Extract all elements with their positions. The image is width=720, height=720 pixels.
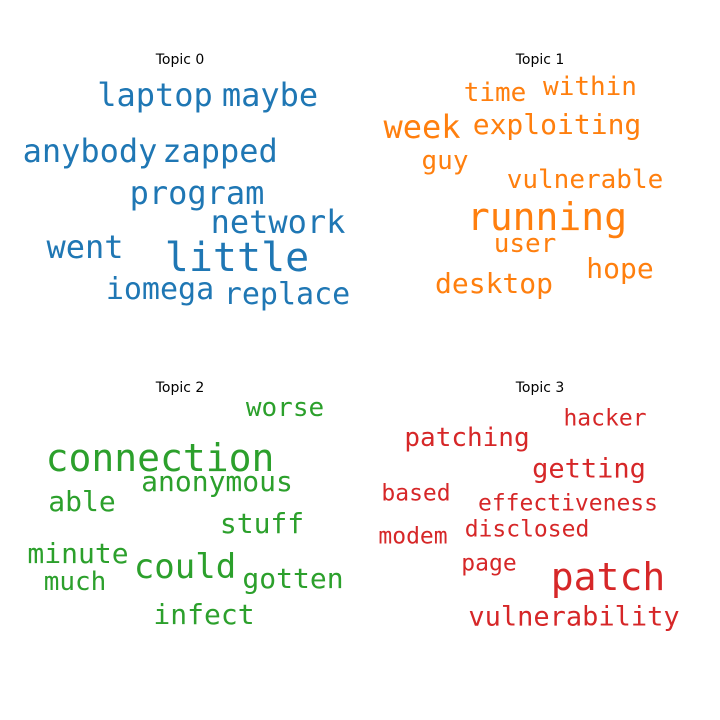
word-user: user xyxy=(493,229,557,259)
word-desktop: desktop xyxy=(434,267,554,300)
word-exploiting: exploiting xyxy=(472,108,642,141)
word-went: went xyxy=(46,228,124,266)
word-patching: patching xyxy=(404,423,530,453)
wordcloud-panel-2: Topic 2 worse connection anonymous able stuff… xyxy=(0,328,360,658)
word-anybody: anybody xyxy=(22,132,158,170)
panel-title: Topic 0 xyxy=(155,52,205,68)
word-network: network xyxy=(210,203,346,241)
word-disclosed: disclosed xyxy=(464,516,590,543)
word-week: week xyxy=(383,108,461,146)
word-infect: infect xyxy=(153,598,255,631)
word-running: running xyxy=(466,195,628,239)
word-much: much xyxy=(43,567,107,597)
word-getting: getting xyxy=(532,453,646,485)
word-program: program xyxy=(129,174,265,212)
word-modem: modem xyxy=(378,523,448,550)
word-laptop: laptop xyxy=(97,76,213,114)
wordcloud-panel-3: Topic 3 hacker patching getting based effecti… xyxy=(360,328,720,658)
word-hope: hope xyxy=(586,252,654,285)
word-guy: guy xyxy=(421,146,469,176)
panel-title: Topic 1 xyxy=(515,52,565,68)
word-stuff: stuff xyxy=(219,507,305,540)
word-vulnerability: vulnerability xyxy=(468,601,680,633)
word-anonymous: anonymous xyxy=(141,465,293,498)
word-connection: connection xyxy=(45,436,275,480)
panel-title: Topic 2 xyxy=(155,380,205,396)
word-vulnerable: vulnerable xyxy=(506,165,664,195)
word-able: able xyxy=(48,485,116,518)
word-worse: worse xyxy=(245,393,325,423)
word-gotten: gotten xyxy=(242,562,344,595)
word-iomega: iomega xyxy=(105,272,215,307)
word-time: time xyxy=(463,78,527,108)
wordcloud-panel-1: Topic 1 time within week exploiting guy vulner… xyxy=(360,0,720,330)
panel-title: Topic 3 xyxy=(515,380,565,396)
word-effectiveness: effectiveness xyxy=(477,490,659,517)
word-minute: minute xyxy=(27,537,129,570)
word-replace: replace xyxy=(223,277,351,312)
word-little: little xyxy=(164,235,310,281)
word-hacker: hacker xyxy=(563,405,647,432)
word-zapped: zapped xyxy=(162,132,278,170)
word-within: within xyxy=(543,72,637,102)
word-page: page xyxy=(461,550,517,577)
word-maybe: maybe xyxy=(221,76,319,114)
wordcloud-panel-0: Topic 0 laptop maybe anybody zapped program ne… xyxy=(0,0,360,330)
word-could: could xyxy=(133,547,237,587)
word-based: based xyxy=(381,480,451,507)
word-patch: patch xyxy=(550,555,666,599)
